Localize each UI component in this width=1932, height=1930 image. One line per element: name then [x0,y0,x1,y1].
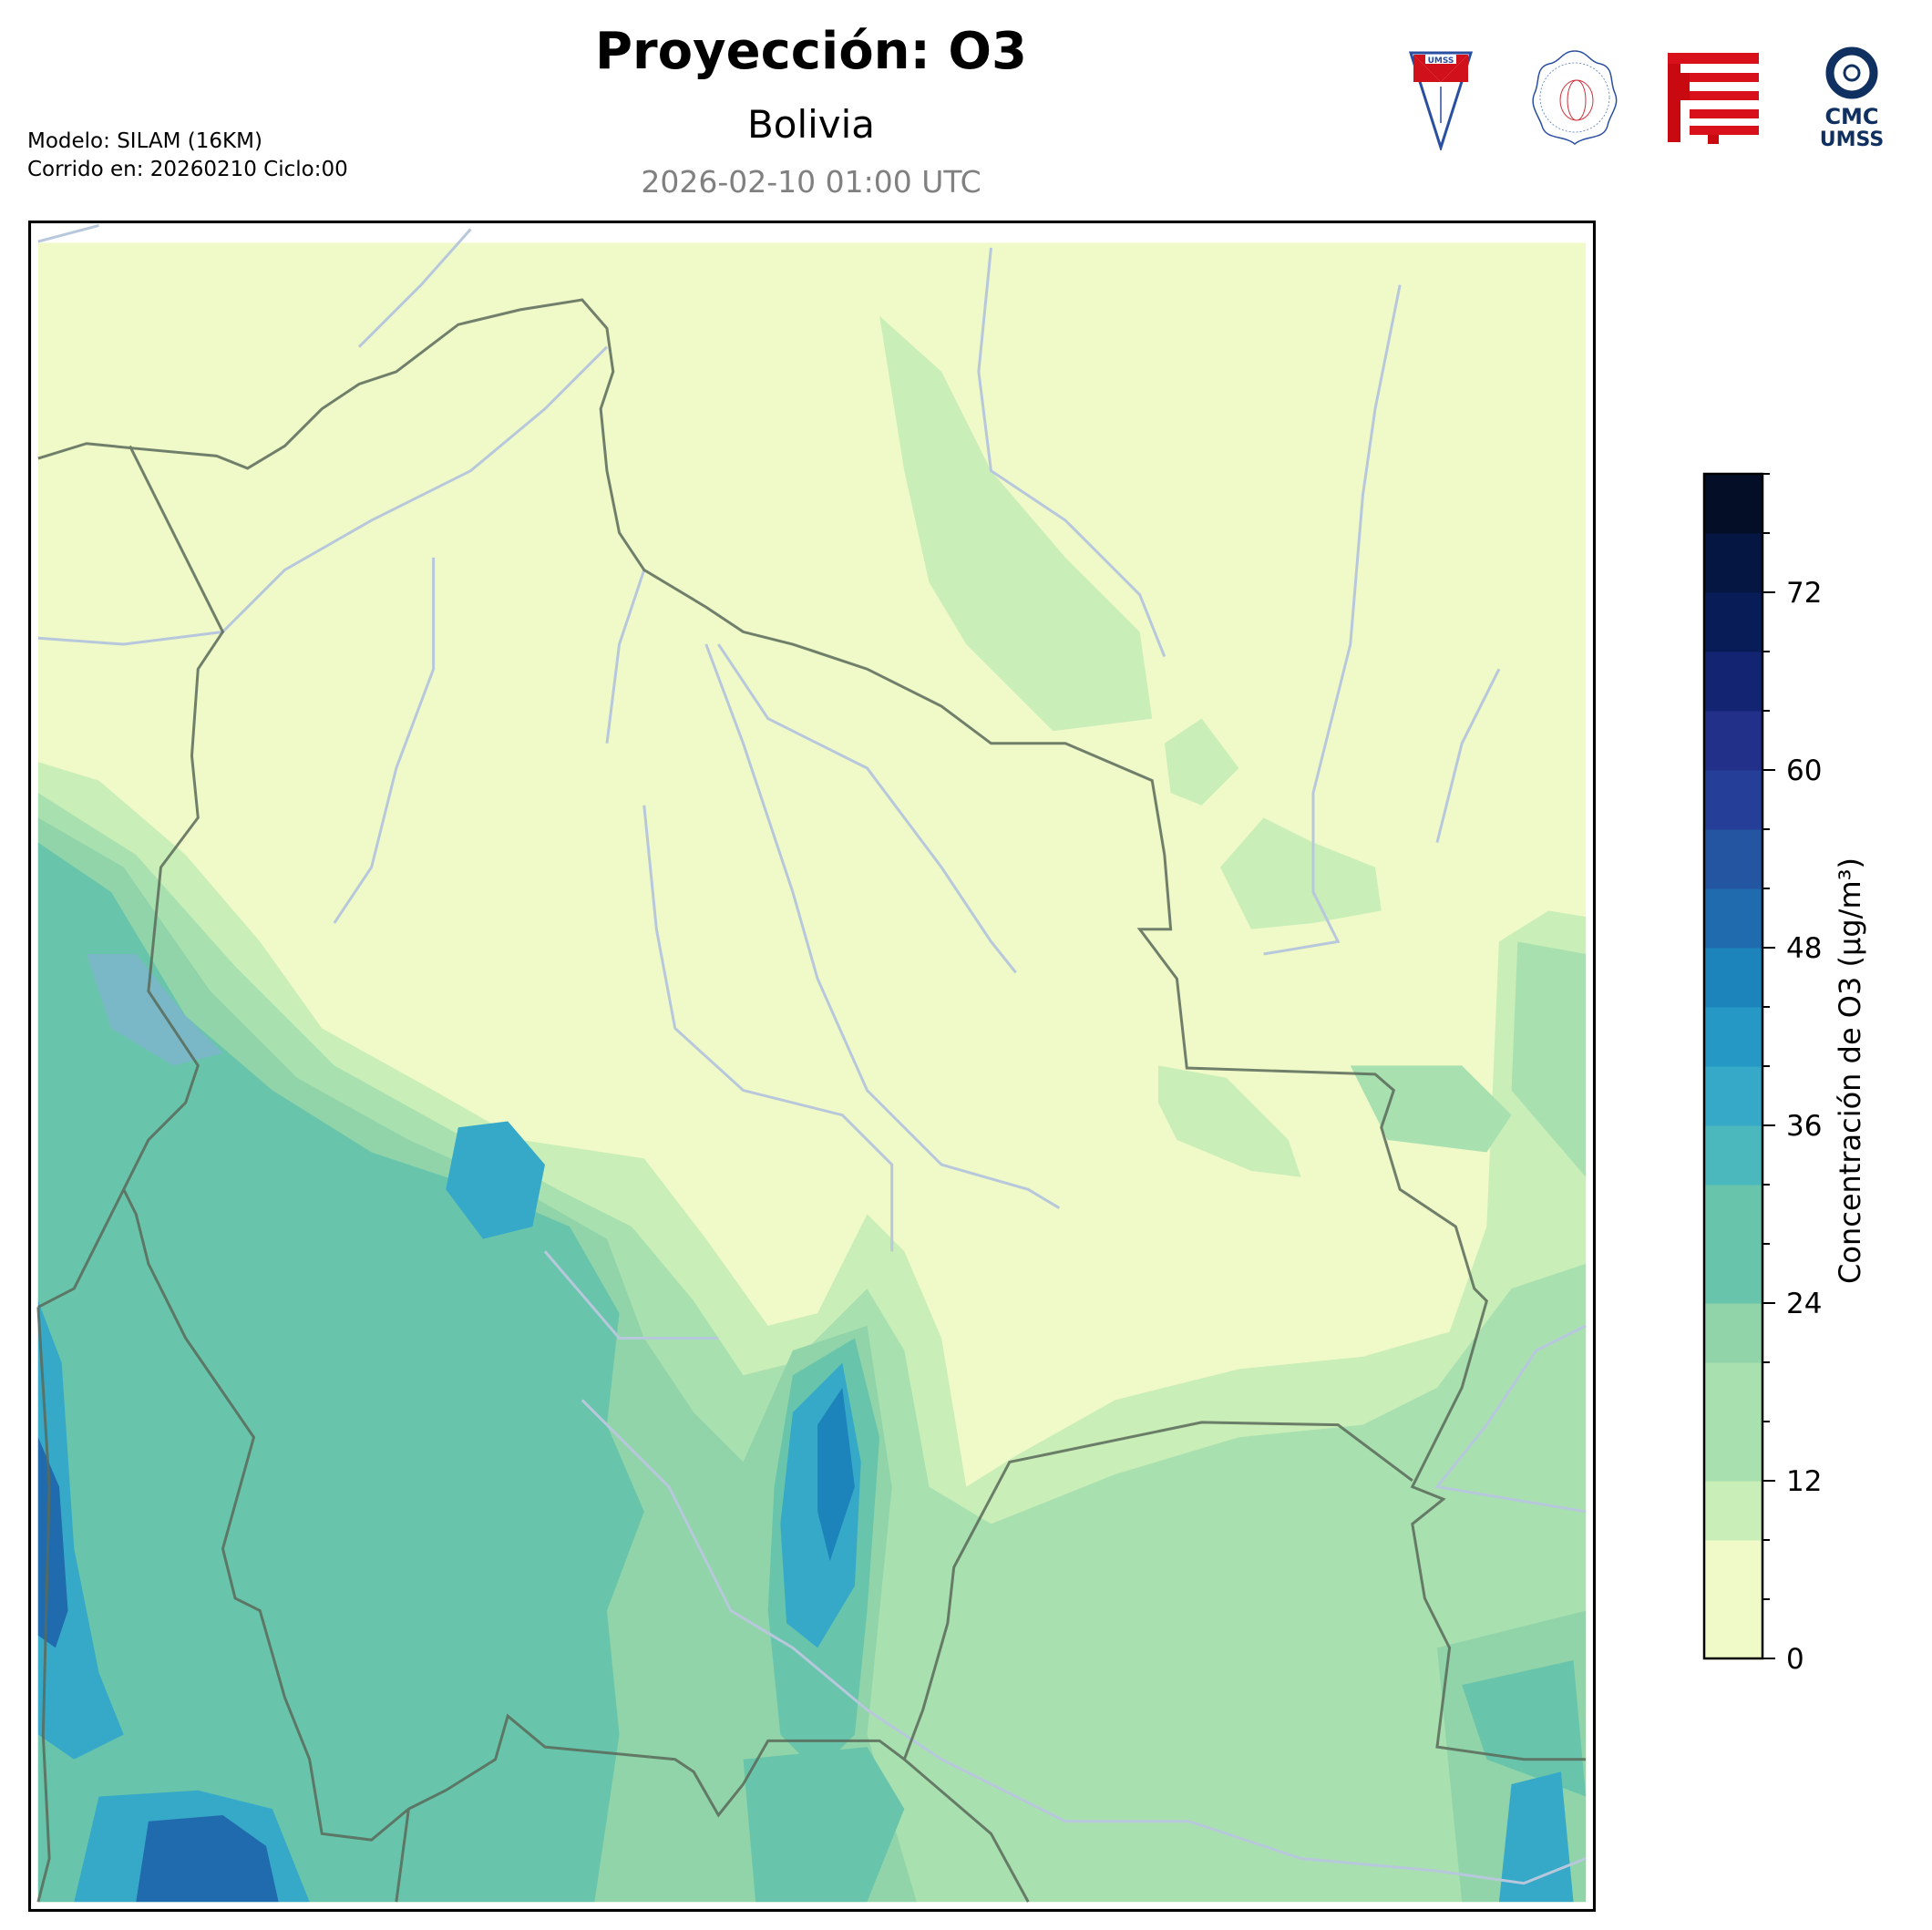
colorbar-band [1704,533,1762,593]
colorbar-band [1704,1422,1762,1482]
colorbar-tick-label: 24 [1786,1288,1822,1320]
colorbar-band [1704,1244,1762,1304]
colorbar-band [1704,948,1762,1008]
colorbar-tick-label: 12 [1786,1465,1822,1498]
colorbar-band [1704,1362,1762,1422]
colorbar-tick-label: 60 [1786,755,1822,787]
colorbar-tick-label: 36 [1786,1110,1822,1143]
umss-text: UMSS [1820,128,1884,150]
svg-text:UMSS: UMSS [1428,56,1454,66]
map-frame [28,221,1596,1912]
colorbar-bands [1704,474,1762,1659]
forecast-datetime: 2026-02-10 01:00 UTC [641,164,981,200]
cmc-text: CMC [1824,104,1878,129]
colorbar-band [1704,711,1762,771]
chart-subtitle: Bolivia [746,102,876,147]
rivers [37,223,1587,1885]
colorbar-band [1704,829,1762,889]
colorbar-band [1704,770,1762,830]
fcyt-logo [1668,53,1759,144]
colorbar-band [1704,888,1762,949]
colorbar-band [1704,1599,1762,1659]
colorbar-tick-label: 72 [1786,577,1822,610]
run-label: Corrido en: 20260210 Ciclo:00 [27,158,348,181]
colorbar-band [1704,1066,1762,1126]
umss-logo: UMSS [1409,51,1473,150]
model-label: Modelo: SILAM (16KM) [27,129,262,153]
chart-title: Proyección: O3 [594,22,1027,81]
colorbar-band [1704,1185,1762,1245]
colorbar-band [1704,1125,1762,1186]
colorbar-tick-label: 0 [1786,1643,1804,1676]
colorbar-band [1704,1540,1762,1600]
o3-concentration-map [28,221,1596,1912]
colorbar-band [1704,652,1762,712]
country-borders [36,298,1587,1903]
colorbar-band [1704,1303,1762,1363]
colorbar-band [1704,1481,1762,1541]
colorbar-outline [1702,472,1764,1660]
colorbar-band [1704,1007,1762,1067]
cmc-umss-logo: CMC UMSS [1820,46,1884,150]
colorbar-tick-label: 48 [1786,932,1822,965]
fisica-logo [1532,50,1618,145]
colorbar: 0 12 24 36 48 60 72 [1702,472,1822,1676]
colorbar-ticks: 0 12 24 36 48 60 72 [1762,473,1822,1676]
colorbar-band [1704,474,1762,534]
colorbar-band [1704,592,1762,652]
colorbar-label: Concentración de O3 (µg/m³) [1833,857,1867,1284]
